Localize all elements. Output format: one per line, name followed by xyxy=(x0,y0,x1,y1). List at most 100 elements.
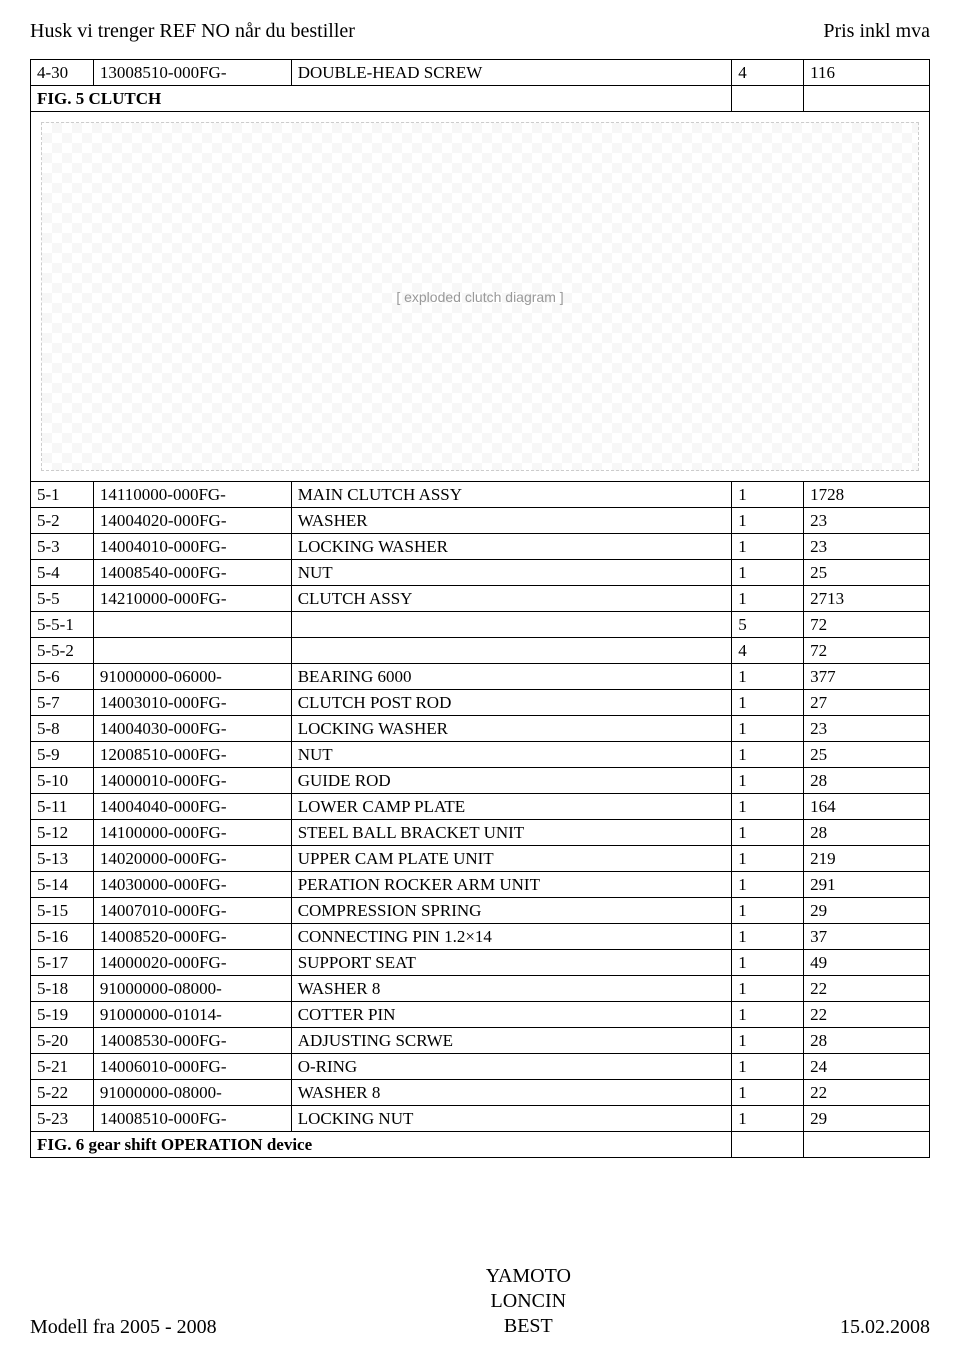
footer-brand-line: BEST xyxy=(486,1314,571,1339)
price-cell: 24 xyxy=(804,1054,930,1080)
empty-cell xyxy=(732,1132,804,1158)
part-cell: 14020000-000FG- xyxy=(93,846,291,872)
ref-cell: 5-5-1 xyxy=(31,612,94,638)
ref-cell: 5-11 xyxy=(31,794,94,820)
qty-cell: 1 xyxy=(732,1054,804,1080)
qty-cell: 1 xyxy=(732,508,804,534)
part-cell: 14030000-000FG- xyxy=(93,872,291,898)
part-cell: 14210000-000FG- xyxy=(93,586,291,612)
qty-cell: 1 xyxy=(732,586,804,612)
price-cell: 29 xyxy=(804,1106,930,1132)
qty-cell: 1 xyxy=(732,482,804,508)
table-row: 5-1114004040-000FG-LOWER CAMP PLATE1164 xyxy=(31,794,930,820)
ref-cell: 5-19 xyxy=(31,1002,94,1028)
qty-cell: 1 xyxy=(732,560,804,586)
qty-cell: 1 xyxy=(732,768,804,794)
price-cell: 28 xyxy=(804,1028,930,1054)
desc-cell: BEARING 6000 xyxy=(291,664,732,690)
footer-brand-line: LONCIN xyxy=(486,1289,571,1314)
parts-table: 4-3013008510-000FG-DOUBLE-HEAD SCREW4116… xyxy=(30,59,930,1158)
desc-cell: LOWER CAMP PLATE xyxy=(291,794,732,820)
table-row: 5-714003010-000FG-CLUTCH POST ROD127 xyxy=(31,690,930,716)
empty-cell xyxy=(804,1132,930,1158)
qty-cell: 1 xyxy=(732,794,804,820)
part-cell: 14004040-000FG- xyxy=(93,794,291,820)
price-cell: 28 xyxy=(804,820,930,846)
ref-cell: 5-17 xyxy=(31,950,94,976)
table-row: 5-1891000000-08000-WASHER 8122 xyxy=(31,976,930,1002)
header-right-note: Pris inkl mva xyxy=(823,20,930,43)
price-cell: 27 xyxy=(804,690,930,716)
ref-cell: 5-2 xyxy=(31,508,94,534)
ref-cell: 5-5 xyxy=(31,586,94,612)
qty-cell: 4 xyxy=(732,638,804,664)
price-cell: 22 xyxy=(804,976,930,1002)
section-title-cell: FIG. 6 gear shift OPERATION device xyxy=(31,1132,732,1158)
part-cell: 13008510-000FG- xyxy=(93,60,291,86)
ref-cell: 5-20 xyxy=(31,1028,94,1054)
desc-cell: CLUTCH ASSY xyxy=(291,586,732,612)
part-cell: 14008510-000FG- xyxy=(93,1106,291,1132)
table-row: 5-1414030000-000FG-PERATION ROCKER ARM U… xyxy=(31,872,930,898)
desc-cell: GUIDE ROD xyxy=(291,768,732,794)
qty-cell: 1 xyxy=(732,1080,804,1106)
part-cell: 14000010-000FG- xyxy=(93,768,291,794)
ref-cell: 5-16 xyxy=(31,924,94,950)
price-cell: 291 xyxy=(804,872,930,898)
desc-cell: PERATION ROCKER ARM UNIT xyxy=(291,872,732,898)
desc-cell xyxy=(291,612,732,638)
part-cell: 14004030-000FG- xyxy=(93,716,291,742)
ref-cell: 5-14 xyxy=(31,872,94,898)
section-title-cell: FIG. 5 CLUTCH xyxy=(31,86,732,112)
ref-cell: 5-9 xyxy=(31,742,94,768)
qty-cell: 5 xyxy=(732,612,804,638)
diagram-row: [ exploded clutch diagram ] xyxy=(31,112,930,482)
qty-cell: 1 xyxy=(732,950,804,976)
ref-cell: 5-10 xyxy=(31,768,94,794)
table-row: 5-314004010-000FG-LOCKING WASHER123 xyxy=(31,534,930,560)
footer-date: 15.02.2008 xyxy=(840,1316,930,1339)
part-cell: 14004020-000FG- xyxy=(93,508,291,534)
desc-cell: ADJUSTING SCRWE xyxy=(291,1028,732,1054)
empty-cell xyxy=(804,86,930,112)
price-cell: 72 xyxy=(804,612,930,638)
price-cell: 116 xyxy=(804,60,930,86)
footer-brand: YAMOTOLONCINBEST xyxy=(486,1264,571,1339)
part-cell: 91000000-01014- xyxy=(93,1002,291,1028)
price-cell: 72 xyxy=(804,638,930,664)
price-cell: 28 xyxy=(804,768,930,794)
table-row: 5-1014000010-000FG-GUIDE ROD128 xyxy=(31,768,930,794)
qty-cell: 1 xyxy=(732,820,804,846)
part-cell: 14007010-000FG- xyxy=(93,898,291,924)
qty-cell: 1 xyxy=(732,690,804,716)
ref-cell: 5-3 xyxy=(31,534,94,560)
ref-cell: 5-6 xyxy=(31,664,94,690)
qty-cell: 1 xyxy=(732,976,804,1002)
desc-cell: STEEL BALL BRACKET UNIT xyxy=(291,820,732,846)
part-cell: 14006010-000FG- xyxy=(93,1054,291,1080)
desc-cell: NUT xyxy=(291,560,732,586)
ref-cell: 5-13 xyxy=(31,846,94,872)
page-footer: Modell fra 2005 - 2008 YAMOTOLONCINBEST … xyxy=(30,1264,930,1339)
price-cell: 22 xyxy=(804,1080,930,1106)
desc-cell: LOCKING NUT xyxy=(291,1106,732,1132)
ref-cell: 5-15 xyxy=(31,898,94,924)
qty-cell: 1 xyxy=(732,872,804,898)
table-row: 5-1514007010-000FG-COMPRESSION SPRING129 xyxy=(31,898,930,924)
price-cell: 49 xyxy=(804,950,930,976)
part-cell: 14100000-000FG- xyxy=(93,820,291,846)
qty-cell: 4 xyxy=(732,60,804,86)
ref-cell: 5-7 xyxy=(31,690,94,716)
section-fig5-title: FIG. 5 CLUTCH xyxy=(31,86,930,112)
part-cell: 14000020-000FG- xyxy=(93,950,291,976)
table-row: 5-691000000-06000-BEARING 60001377 xyxy=(31,664,930,690)
qty-cell: 1 xyxy=(732,898,804,924)
desc-cell: O-RING xyxy=(291,1054,732,1080)
desc-cell: NUT xyxy=(291,742,732,768)
price-cell: 29 xyxy=(804,898,930,924)
qty-cell: 1 xyxy=(732,1028,804,1054)
desc-cell: LOCKING WASHER xyxy=(291,716,732,742)
table-row: 5-2114006010-000FG-O-RING124 xyxy=(31,1054,930,1080)
desc-cell: UPPER CAM PLATE UNIT xyxy=(291,846,732,872)
qty-cell: 1 xyxy=(732,1106,804,1132)
